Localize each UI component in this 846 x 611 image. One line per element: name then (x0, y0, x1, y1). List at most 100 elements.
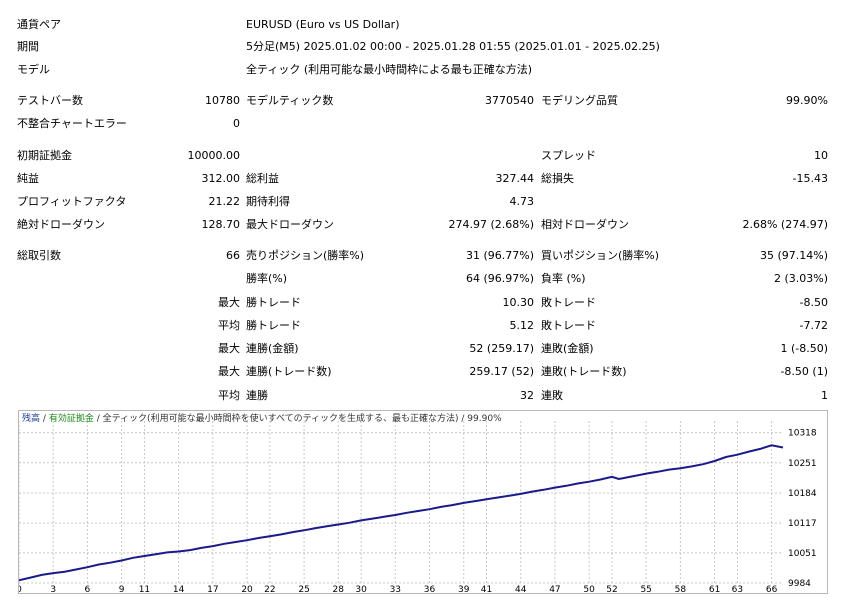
gross-profit-value: 327.44 (495, 172, 535, 185)
x-tick-label: 17 (207, 585, 218, 593)
gross-loss-value: -15.43 (792, 172, 828, 185)
cons-loss-money-value: 1 (-8.50) (780, 342, 828, 355)
avg-cons-win-label: 連勝 (246, 389, 268, 402)
x-tick-label: 52 (606, 585, 617, 593)
x-tick-label: 55 (640, 585, 651, 593)
pf-label: プロフィットファクタ (17, 195, 127, 208)
x-tick-label: 58 (675, 585, 687, 593)
rel-dd-label: 相対ドローダウン (541, 218, 629, 231)
avg-cons-loss-value: 1 (821, 389, 828, 402)
max-win-value: 10.30 (502, 296, 535, 309)
expected-label: 期待利得 (246, 195, 290, 208)
avg-cons-win-value: 32 (520, 389, 534, 402)
x-tick-label: 20 (241, 585, 253, 593)
avg-prefix-2: 平均 (218, 389, 240, 402)
abs-dd-value: 128.70 (201, 218, 241, 231)
cons-loss-count-label: 連敗(トレード数) (541, 365, 627, 378)
short-label: 売りポジション(勝率%) (246, 249, 365, 262)
max-prefix-3: 最大 (218, 365, 240, 378)
y-tick-label: 10117 (788, 519, 817, 529)
max-loss-trade-label: 敗トレード (541, 296, 596, 309)
avg-win-trade-label: 勝トレード (246, 319, 301, 332)
balance-line (19, 444, 784, 582)
x-tick-label: 9 (119, 585, 125, 593)
bars-label: テストバー数 (17, 94, 83, 107)
legend-rest: / 全ティック(利用可能な最小時間枠を使いすべてのティックを生成する、最も正確な… (96, 414, 502, 424)
cons-loss-count-value: -8.50 (1) (780, 365, 828, 378)
gross-loss-label: 総損失 (541, 172, 574, 185)
period-label: 期間 (17, 40, 39, 53)
x-tick-label: 39 (458, 585, 470, 593)
deposit-value: 10000.00 (187, 149, 241, 162)
chart-legend: 残高 / 有効証拠金 / 全ティック(利用可能な最小時間枠を使いすべてのティック… (22, 414, 502, 425)
y-tick-label: 10251 (788, 459, 817, 469)
long-value: 35 (97.14%) (759, 249, 828, 262)
loss-pct-label: 負率 (%) (541, 272, 586, 285)
avg-loss-value: -7.72 (799, 319, 828, 332)
ticks-value: 3770540 (485, 94, 534, 107)
mismatch-value: 0 (233, 117, 240, 130)
x-tick-label: 33 (390, 585, 401, 593)
loss-pct-value: 2 (3.03%) (773, 272, 828, 285)
balance-chart-svg: 9984100511011710184102511031803691114172… (19, 421, 817, 593)
x-tick-label: 3 (50, 585, 56, 593)
avg-prefix-1: 平均 (218, 319, 240, 332)
x-tick-label: 41 (481, 585, 492, 593)
max-win-trade-label: 勝トレード (246, 296, 301, 309)
model-value: 全ティック (利用可能な最小時間枠による最も正確な方法) (246, 63, 533, 76)
x-tick-label: 14 (173, 585, 185, 593)
max-prefix-1: 最大 (218, 296, 240, 309)
trades-label: 総取引数 (17, 249, 61, 262)
spread-label: スプレッド (541, 149, 596, 162)
spread-value: 10 (814, 149, 828, 162)
net-label: 純益 (17, 172, 39, 185)
balance-chart: 9984100511011710184102511031803691114172… (18, 410, 828, 594)
cons-win-count-value: 259.17 (52) (469, 365, 534, 378)
x-tick-label: 63 (732, 585, 743, 593)
x-tick-label: 22 (264, 585, 275, 593)
cons-win-money-value: 52 (259.17) (469, 342, 534, 355)
model-label: モデル (17, 63, 50, 76)
quality-label: モデリング品質 (541, 94, 618, 107)
avg-win-value: 5.12 (509, 319, 535, 332)
cons-win-money-label: 連勝(金額) (246, 342, 299, 355)
x-tick-label: 6 (85, 585, 91, 593)
x-tick-label: 50 (583, 585, 595, 593)
net-value: 312.00 (201, 172, 241, 185)
trades-value: 66 (226, 249, 240, 262)
x-tick-label: 47 (549, 585, 560, 593)
max-dd-label: 最大ドローダウン (246, 218, 334, 231)
rel-dd-value: 2.68% (274.97) (742, 218, 828, 231)
y-tick-label: 9984 (788, 579, 811, 589)
y-tick-label: 10184 (788, 489, 817, 499)
symbol-label: 通貨ペア (17, 18, 61, 31)
x-tick-label: 61 (709, 585, 720, 593)
win-pct-value: 64 (96.97%) (465, 272, 534, 285)
expected-value: 4.73 (509, 195, 535, 208)
gross-profit-label: 総利益 (246, 172, 279, 185)
x-tick-label: 11 (139, 585, 150, 593)
win-pct-label: 勝率(%) (246, 272, 288, 285)
x-tick-label: 25 (298, 585, 309, 593)
bars-value: 10780 (205, 94, 240, 107)
ticks-label: モデルティック数 (246, 94, 334, 107)
abs-dd-label: 絶対ドローダウン (17, 218, 105, 231)
y-tick-label: 10318 (788, 429, 817, 439)
quality-value: 99.90% (786, 94, 828, 107)
avg-loss-trade-label: 敗トレード (541, 319, 596, 332)
max-dd-value: 274.97 (2.68%) (448, 218, 534, 231)
x-tick-label: 30 (355, 585, 367, 593)
max-prefix-2: 最大 (218, 342, 240, 355)
x-tick-label: 28 (333, 585, 345, 593)
legend-sep: / (42, 414, 46, 424)
mismatch-label: 不整合チャートエラー (17, 117, 127, 130)
max-loss-value: -8.50 (799, 296, 828, 309)
x-tick-label: 0 (19, 585, 22, 593)
short-value: 31 (96.77%) (465, 249, 534, 262)
x-tick-label: 36 (424, 585, 436, 593)
deposit-label: 初期証拠金 (17, 149, 72, 162)
avg-cons-loss-label: 連敗 (541, 389, 563, 402)
x-tick-label: 66 (766, 585, 778, 593)
cons-loss-money-label: 連敗(金額) (541, 342, 594, 355)
y-tick-label: 10051 (788, 549, 817, 559)
